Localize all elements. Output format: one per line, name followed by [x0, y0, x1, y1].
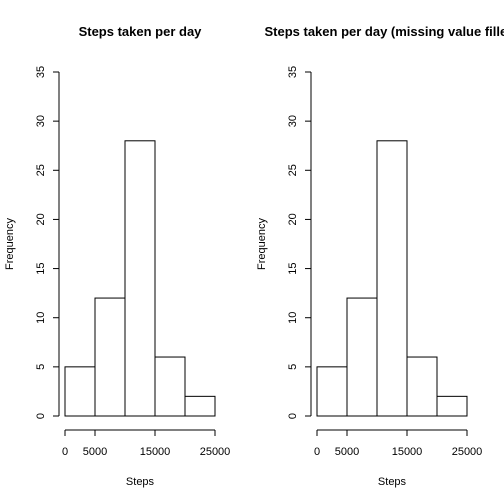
x-tick-label: 15000 [140, 446, 171, 458]
y-tick-label: 30 [287, 115, 299, 127]
y-axis-label: Frequency [256, 218, 268, 270]
x-tick-label: 5000 [335, 446, 359, 458]
y-tick-label: 0 [35, 413, 47, 419]
histogram-bar [125, 141, 155, 416]
histogram-bar [95, 298, 125, 416]
y-tick-label: 15 [287, 262, 299, 274]
y-tick-label: 25 [35, 164, 47, 176]
y-tick-label: 10 [35, 312, 47, 324]
x-tick-label: 0 [62, 446, 68, 458]
histogram-panel-1: Steps taken per day 0 5 10 15 20 25 30 35 0 5000 15… [4, 24, 230, 488]
histogram-bar [407, 357, 437, 416]
y-tick-label: 5 [287, 364, 299, 370]
y-tick-label: 30 [35, 115, 47, 127]
x-axis-label: Steps [378, 476, 407, 488]
histogram-bar [155, 357, 185, 416]
x-tick-label: 25000 [452, 446, 483, 458]
y-tick-label: 10 [287, 312, 299, 324]
y-tick-label: 5 [35, 364, 47, 370]
histogram-bar [347, 298, 377, 416]
y-tick-label: 15 [35, 262, 47, 274]
y-tick-label: 20 [35, 213, 47, 225]
x-tick-label: 0 [314, 446, 320, 458]
chart-title: Steps taken per day [79, 24, 203, 39]
x-tick-label: 5000 [83, 446, 107, 458]
x-tick-label: 15000 [392, 446, 423, 458]
y-tick-label: 35 [35, 66, 47, 78]
x-tick-label: 25000 [200, 446, 231, 458]
y-tick-label: 25 [287, 164, 299, 176]
histogram-bar [437, 396, 467, 416]
y-tick-label: 35 [287, 66, 299, 78]
histogram-bar [65, 367, 95, 416]
histogram-panel-2: Steps taken per day (missing value fille… [256, 24, 504, 488]
histogram-bar [317, 367, 347, 416]
y-tick-label: 20 [287, 213, 299, 225]
y-axis-label: Frequency [4, 218, 16, 270]
histogram-bar [377, 141, 407, 416]
histogram-bar [185, 396, 215, 416]
chart-title: Steps taken per day (missing value fille… [264, 24, 504, 39]
y-tick-label: 0 [287, 413, 299, 419]
x-axis-label: Steps [126, 476, 155, 488]
